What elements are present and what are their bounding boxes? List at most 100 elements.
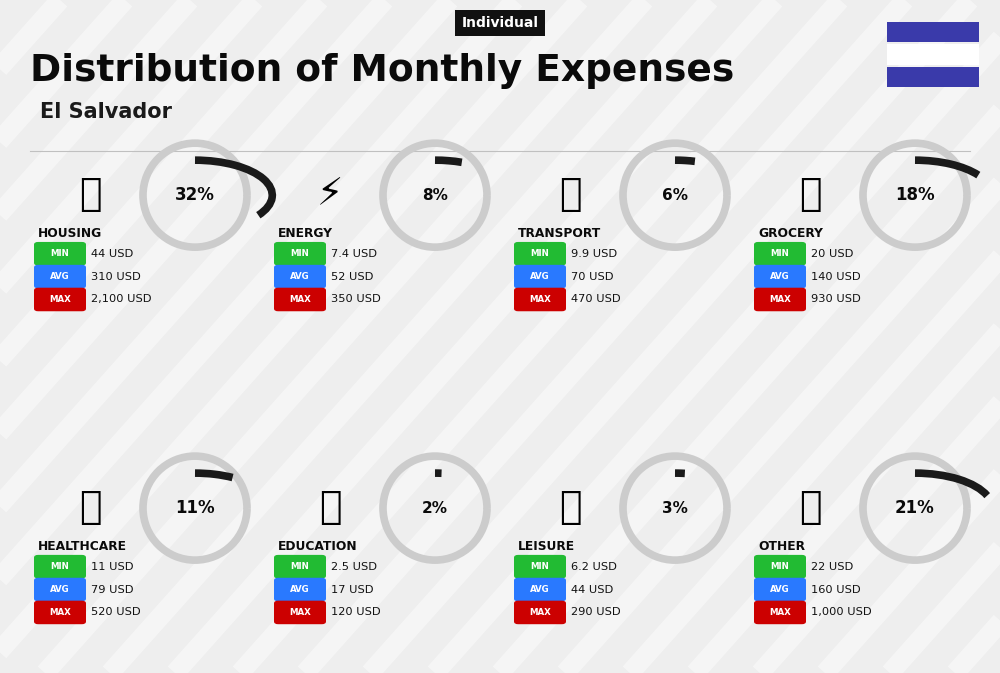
Text: MIN: MIN <box>531 249 549 258</box>
Text: ⚡: ⚡ <box>317 177 343 213</box>
Text: 3%: 3% <box>662 501 688 516</box>
Text: 79 USD: 79 USD <box>91 585 134 594</box>
Text: 160 USD: 160 USD <box>811 585 861 594</box>
Text: 🏢: 🏢 <box>79 177 101 213</box>
FancyBboxPatch shape <box>514 242 566 265</box>
Text: 8%: 8% <box>422 188 448 203</box>
Text: 6%: 6% <box>662 188 688 203</box>
Text: 70 USD: 70 USD <box>571 272 614 281</box>
Text: 52 USD: 52 USD <box>331 272 373 281</box>
Text: MAX: MAX <box>49 295 71 304</box>
Text: 32%: 32% <box>175 186 215 204</box>
FancyBboxPatch shape <box>887 67 979 87</box>
FancyBboxPatch shape <box>274 264 326 288</box>
Text: HEALTHCARE: HEALTHCARE <box>38 540 127 553</box>
Text: 22 USD: 22 USD <box>811 562 853 571</box>
Text: OTHER: OTHER <box>758 540 805 553</box>
Text: 18%: 18% <box>895 186 935 204</box>
Text: MAX: MAX <box>49 608 71 617</box>
Text: MAX: MAX <box>769 608 791 617</box>
FancyBboxPatch shape <box>754 577 806 602</box>
Text: MIN: MIN <box>291 249 309 258</box>
Text: 11%: 11% <box>175 499 215 517</box>
Text: 20 USD: 20 USD <box>811 249 853 258</box>
Text: 🚌: 🚌 <box>559 177 581 213</box>
FancyBboxPatch shape <box>514 264 566 288</box>
Text: Distribution of Monthly Expenses: Distribution of Monthly Expenses <box>30 52 734 89</box>
Text: 🩺: 🩺 <box>79 490 101 526</box>
FancyBboxPatch shape <box>754 242 806 265</box>
Text: AVG: AVG <box>770 585 790 594</box>
FancyBboxPatch shape <box>274 601 326 625</box>
FancyBboxPatch shape <box>754 601 806 625</box>
Text: 2%: 2% <box>422 501 448 516</box>
Text: MAX: MAX <box>529 608 551 617</box>
Text: Individual: Individual <box>462 16 538 30</box>
Text: 11 USD: 11 USD <box>91 562 134 571</box>
Text: MIN: MIN <box>771 249 789 258</box>
Text: TRANSPORT: TRANSPORT <box>518 227 601 240</box>
Text: MIN: MIN <box>531 562 549 571</box>
Text: 17 USD: 17 USD <box>331 585 374 594</box>
Text: AVG: AVG <box>50 585 70 594</box>
FancyBboxPatch shape <box>887 22 979 42</box>
Text: 🛍: 🛍 <box>559 490 581 526</box>
Text: MIN: MIN <box>771 562 789 571</box>
Text: 1,000 USD: 1,000 USD <box>811 608 872 617</box>
FancyBboxPatch shape <box>274 555 326 579</box>
Text: MIN: MIN <box>51 249 69 258</box>
FancyBboxPatch shape <box>754 264 806 288</box>
FancyBboxPatch shape <box>34 288 86 311</box>
Text: MAX: MAX <box>529 295 551 304</box>
Text: 310 USD: 310 USD <box>91 272 141 281</box>
Text: AVG: AVG <box>770 272 790 281</box>
Text: El Salvador: El Salvador <box>40 102 172 122</box>
Text: 2.5 USD: 2.5 USD <box>331 562 377 571</box>
Text: ENERGY: ENERGY <box>278 227 333 240</box>
Text: 🛒: 🛒 <box>799 177 821 213</box>
Text: 21%: 21% <box>895 499 935 517</box>
Text: 7.4 USD: 7.4 USD <box>331 249 377 258</box>
FancyBboxPatch shape <box>514 555 566 579</box>
Text: AVG: AVG <box>530 272 550 281</box>
Text: AVG: AVG <box>50 272 70 281</box>
FancyBboxPatch shape <box>274 242 326 265</box>
Text: MIN: MIN <box>51 562 69 571</box>
Text: 44 USD: 44 USD <box>571 585 613 594</box>
Text: 930 USD: 930 USD <box>811 295 861 304</box>
FancyBboxPatch shape <box>34 555 86 579</box>
FancyBboxPatch shape <box>34 577 86 602</box>
Text: AVG: AVG <box>530 585 550 594</box>
FancyBboxPatch shape <box>274 288 326 311</box>
Text: 140 USD: 140 USD <box>811 272 861 281</box>
Text: MAX: MAX <box>289 295 311 304</box>
Text: LEISURE: LEISURE <box>518 540 575 553</box>
Text: 44 USD: 44 USD <box>91 249 133 258</box>
Text: MAX: MAX <box>769 295 791 304</box>
FancyBboxPatch shape <box>34 242 86 265</box>
FancyBboxPatch shape <box>514 601 566 625</box>
FancyBboxPatch shape <box>514 577 566 602</box>
FancyBboxPatch shape <box>34 264 86 288</box>
Text: 2,100 USD: 2,100 USD <box>91 295 152 304</box>
Text: 9.9 USD: 9.9 USD <box>571 249 617 258</box>
FancyBboxPatch shape <box>34 601 86 625</box>
Text: 6.2 USD: 6.2 USD <box>571 562 617 571</box>
FancyBboxPatch shape <box>754 555 806 579</box>
Text: 520 USD: 520 USD <box>91 608 141 617</box>
FancyBboxPatch shape <box>274 577 326 602</box>
Text: HOUSING: HOUSING <box>38 227 102 240</box>
Text: EDUCATION: EDUCATION <box>278 540 358 553</box>
Text: GROCERY: GROCERY <box>758 227 823 240</box>
Text: AVG: AVG <box>290 585 310 594</box>
Text: MIN: MIN <box>291 562 309 571</box>
Text: 290 USD: 290 USD <box>571 608 621 617</box>
Text: 120 USD: 120 USD <box>331 608 381 617</box>
Text: 💰: 💰 <box>799 490 821 526</box>
FancyBboxPatch shape <box>887 44 979 65</box>
Text: 350 USD: 350 USD <box>331 295 381 304</box>
FancyBboxPatch shape <box>514 288 566 311</box>
Text: AVG: AVG <box>290 272 310 281</box>
Text: MAX: MAX <box>289 608 311 617</box>
FancyBboxPatch shape <box>754 288 806 311</box>
